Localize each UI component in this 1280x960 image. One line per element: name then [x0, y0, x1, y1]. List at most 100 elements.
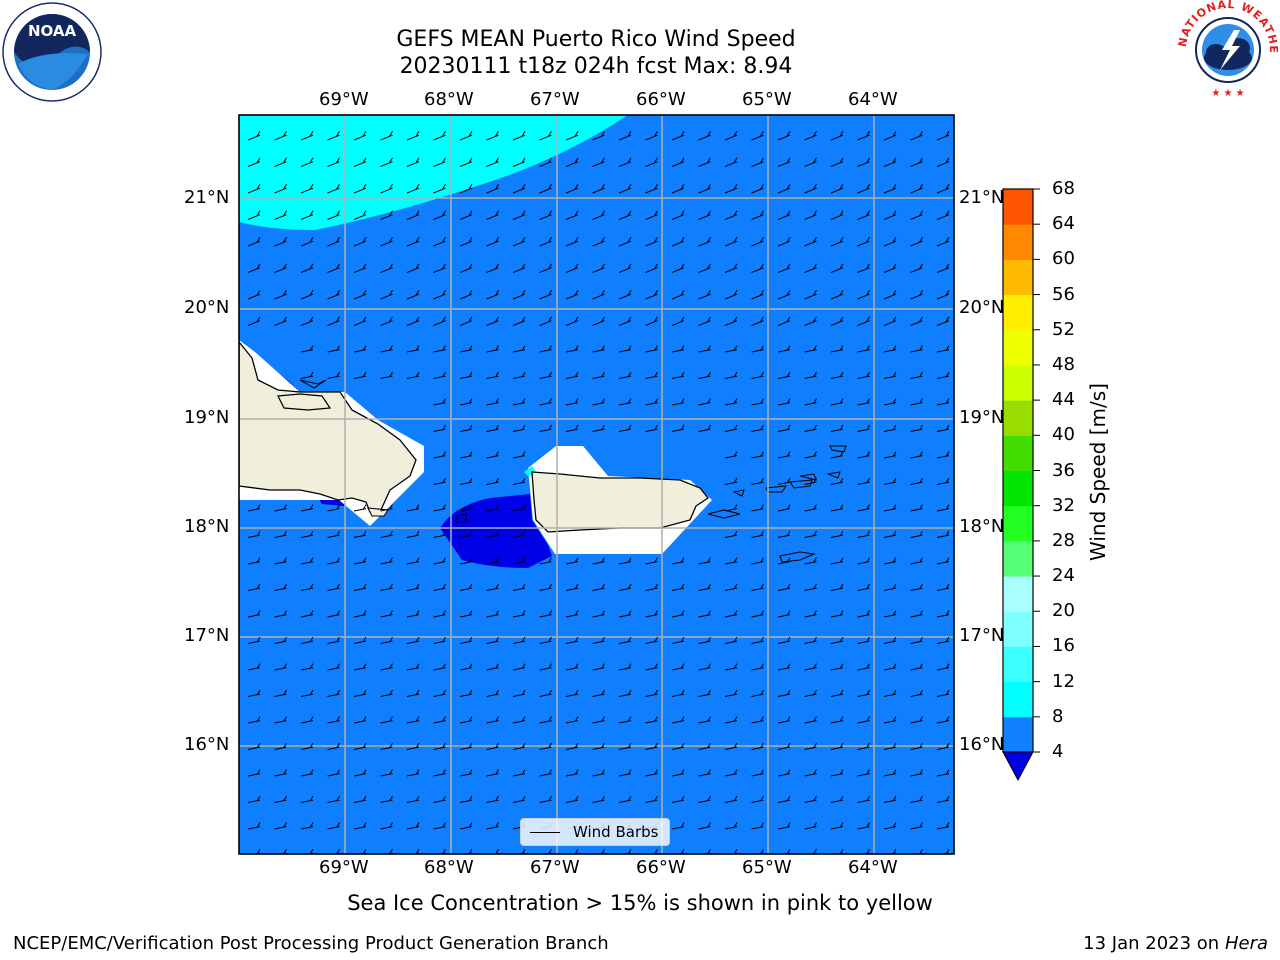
wind-barb [327, 130, 340, 141]
wind-barb [380, 530, 393, 538]
colorbar-segment [1003, 505, 1033, 542]
wind-barb [936, 236, 950, 247]
wind-barb [857, 345, 870, 353]
wind-barb [565, 636, 579, 644]
wind-barb [247, 716, 261, 724]
wind-barb [486, 451, 499, 459]
wind-barb [380, 583, 393, 591]
wind-barb [724, 345, 738, 353]
wind-barb [698, 263, 711, 273]
wind-barb [592, 398, 605, 406]
wind-barb [486, 371, 499, 379]
wind-barb [751, 583, 764, 591]
wind-barb [247, 663, 261, 671]
wind-barb [618, 183, 632, 194]
wind-barb [512, 689, 526, 697]
wind-barb [459, 236, 473, 247]
wind-barb [936, 769, 950, 777]
wind-barb [777, 504, 791, 512]
wind-barb [883, 557, 897, 565]
wind-barb [459, 210, 473, 220]
wind-barb [592, 769, 605, 777]
wind-barb [353, 530, 367, 538]
wind-barb [777, 663, 791, 671]
wind-barb [486, 345, 499, 353]
wind-barb [830, 316, 844, 326]
wind-barb [539, 236, 552, 247]
wind-barb [671, 424, 685, 432]
wind-barb [459, 716, 473, 724]
wind-barb [777, 451, 791, 459]
wind-barb [300, 371, 314, 379]
wind-barb [724, 610, 738, 618]
wind-barb [777, 822, 791, 830]
wind-barb [777, 157, 791, 167]
wind-barb [777, 716, 791, 724]
wind-barb [751, 530, 764, 538]
wind-barb [406, 769, 420, 777]
wind-barb [698, 769, 711, 777]
wind-barb [910, 610, 923, 618]
wind-barb [459, 157, 473, 167]
wind-barb [459, 345, 473, 353]
wind-barb [698, 610, 711, 618]
wind-barb [433, 316, 446, 326]
wind-barb [830, 424, 844, 432]
wind-barb [645, 130, 658, 141]
wind-barb [618, 236, 632, 247]
wind-barb [883, 742, 897, 750]
wind-barb [645, 263, 658, 273]
wind-barb [512, 504, 526, 512]
wind-barb [804, 769, 817, 777]
wind-barb [698, 371, 711, 379]
wind-barb [353, 130, 367, 141]
wind-barb [300, 716, 314, 724]
wind-barb [592, 716, 605, 724]
wind-barb [486, 424, 499, 432]
wind-barb [300, 130, 314, 141]
wind-barb [751, 636, 764, 644]
wind-barb [936, 689, 950, 697]
wind-barb [857, 477, 870, 485]
colorbar-tick-label: 60 [1052, 248, 1075, 270]
wind-barb [910, 345, 923, 353]
wind-barb [380, 742, 393, 750]
land-isla-saona [367, 507, 389, 517]
wind-barb [804, 583, 817, 591]
wind-barb [936, 398, 950, 406]
wind-barb [274, 689, 287, 697]
lon-label-bottom-65: 65°W [742, 857, 792, 878]
wind-barb [247, 689, 261, 697]
wind-barb [486, 130, 499, 141]
wind-barb [671, 583, 685, 591]
wind-barb [380, 689, 393, 697]
wind-barb [406, 289, 420, 300]
wind-barb [883, 398, 897, 406]
wind-barb [539, 795, 552, 803]
wind-barb [698, 183, 711, 194]
wind-barb [300, 795, 314, 803]
wind-barb [804, 236, 817, 247]
wind-barb [724, 583, 738, 591]
wind-barb [645, 424, 658, 432]
colorbar-tick-label: 24 [1052, 565, 1075, 587]
wind-barb [539, 183, 552, 194]
island-virgin-gorda [826, 471, 841, 479]
footer-host: Hera [1224, 933, 1268, 954]
wind-barb [671, 716, 685, 724]
wind-barb [698, 795, 711, 803]
wind-barb [910, 236, 923, 247]
footer-left: NCEP/EMC/Verification Post Processing Pr… [13, 933, 609, 954]
wind-barb [512, 157, 526, 167]
wind-barb [406, 371, 420, 379]
wind-barb [565, 583, 579, 591]
wind-barb [751, 504, 764, 512]
wind-barb [486, 716, 499, 724]
wind-barb [910, 424, 923, 432]
wind-barb [300, 557, 314, 565]
wind-barb [777, 742, 791, 750]
lat-label-left-18: 18°N [184, 516, 230, 537]
wind-barb [300, 263, 314, 273]
wind-barb [883, 610, 897, 618]
lat-label-left-21: 21°N [184, 187, 230, 208]
